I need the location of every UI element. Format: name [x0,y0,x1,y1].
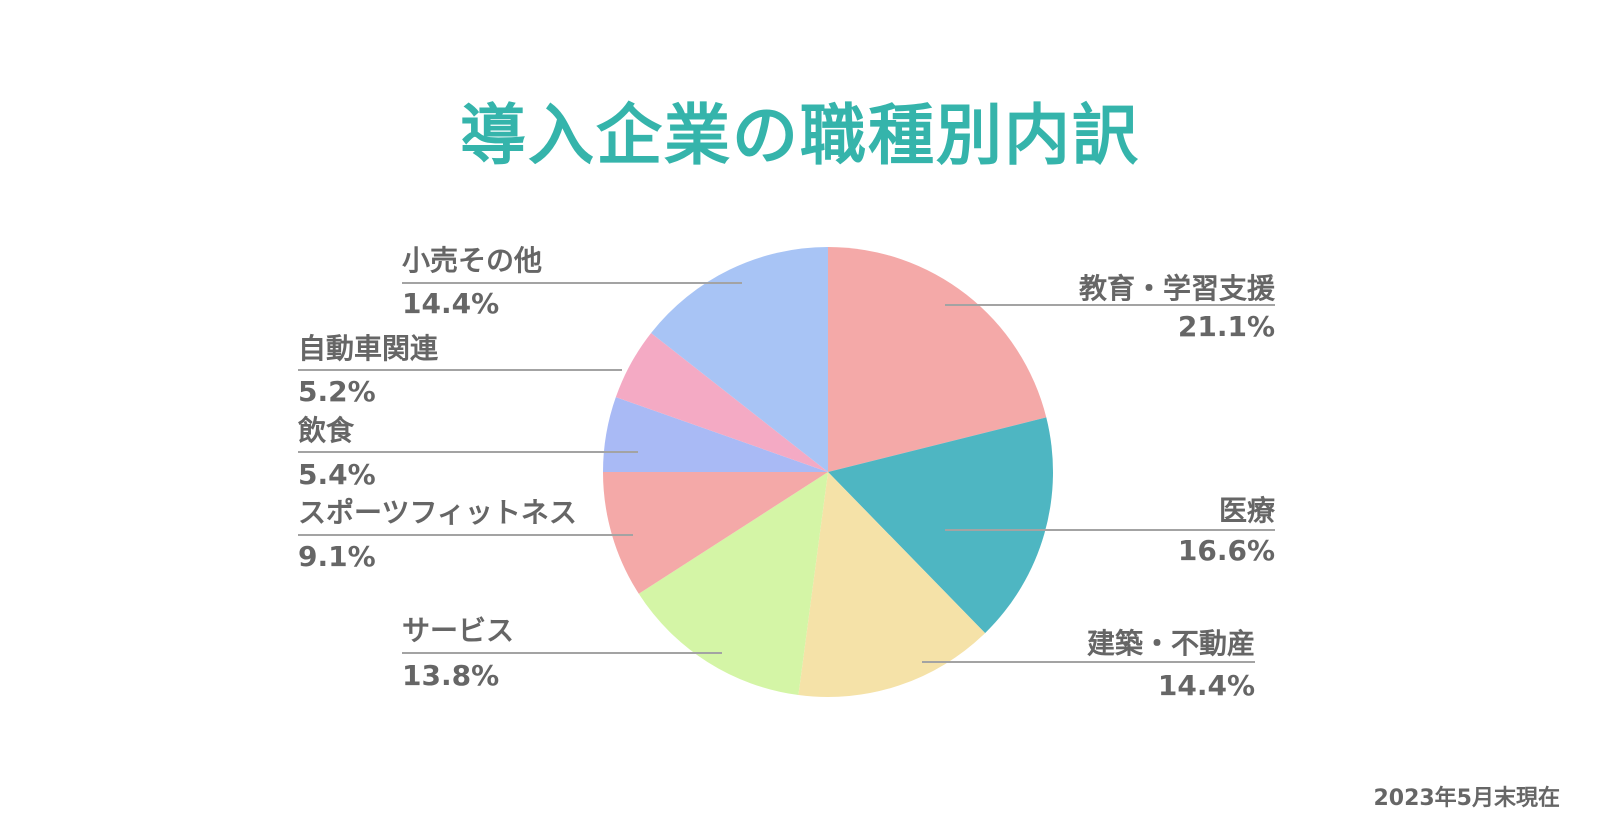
slice-label: スポーツフィットネス [298,496,577,529]
slice-label: 建築・不動産 [1087,627,1255,660]
slice-value-label: 14.4% [1158,669,1255,702]
pie-slice [615,332,828,472]
slice-label: 飲食 [298,414,355,447]
slice-value-label: 21.1% [1178,310,1275,343]
slice-value-label: 9.1% [298,540,376,573]
slice-value-label: 14.4% [402,287,499,320]
slice-label: 教育・学習支援 [1079,272,1276,305]
slice-value-label: 5.4% [298,458,376,491]
chart-title: 導入企業の職種別内訳 [460,97,1140,174]
pie-slice [828,417,1054,634]
pie-slice [651,247,828,472]
pie-slice [603,397,828,472]
slice-label: 小売その他 [402,244,542,277]
slice-label: 自動車関連 [298,332,439,365]
slice-label: 医療 [1219,494,1276,527]
slice-label: サービス [402,614,514,647]
slice-value-label: 5.2% [298,375,376,408]
slice-value-label: 13.8% [402,659,499,692]
pie-slice [828,247,1047,472]
slice-value-label: 16.6% [1178,534,1275,567]
as-of-note: 2023年5月末現在 [1373,786,1560,811]
pie-slices [603,247,1054,697]
pie-slice [638,472,828,696]
pie-slice [603,472,828,594]
pie-slice [798,472,986,697]
pie-labels: 教育・学習支援 21.1% 医療 16.6% 建築・不動産 14.4% サービス 13.8% ス… [298,244,1276,702]
